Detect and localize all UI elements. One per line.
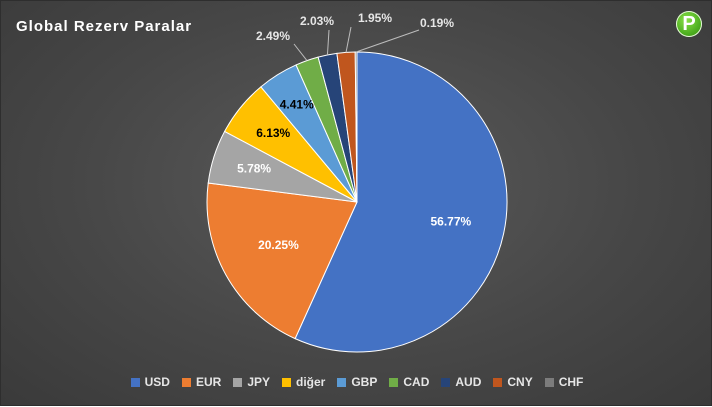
leader-line-cad — [293, 43, 308, 61]
legend-swatch — [493, 377, 503, 387]
leader-line-chf — [355, 29, 420, 53]
legend-label: diğer — [296, 375, 326, 389]
data-label-cad: 2.49% — [256, 29, 290, 43]
legend-swatch — [544, 377, 554, 387]
legend-item-gbp: GBP — [337, 375, 377, 389]
legend-item-diğer: diğer — [282, 375, 325, 389]
legend: USD EUR JPY diğer GBP CAD AUD CNY CHF — [1, 375, 712, 389]
legend-item-eur: EUR — [181, 375, 222, 389]
legend-swatch — [130, 377, 140, 387]
data-label-gbp: 4.41% — [280, 97, 314, 111]
legend-item-usd: USD — [130, 375, 170, 389]
legend-item-cny: CNY — [493, 375, 533, 389]
chart-title: Global Rezerv Paralar — [16, 18, 193, 35]
legend-item-chf: CHF — [544, 375, 584, 389]
data-label-diğer: 6.13% — [256, 126, 290, 140]
data-label-aud: 2.03% — [300, 14, 334, 28]
data-label-chf: 0.19% — [420, 16, 454, 30]
legend-label: USD — [144, 375, 170, 389]
legend-item-cad: CAD — [389, 375, 429, 389]
legend-swatch — [389, 377, 399, 387]
legend-label: CAD — [403, 375, 430, 389]
pie-slice-eur — [206, 182, 358, 340]
legend-label: CHF — [558, 375, 584, 389]
legend-swatch — [441, 377, 451, 387]
legend-item-aud: AUD — [441, 375, 481, 389]
legend-swatch — [233, 377, 243, 387]
legend-swatch — [282, 377, 291, 387]
legend-label: JPY — [247, 375, 270, 389]
legend-label: AUD — [455, 375, 482, 389]
data-label-cny: 1.95% — [358, 11, 392, 25]
legend-label: CNY — [507, 375, 533, 389]
pie-slice-usd — [294, 51, 508, 353]
leader-line-aud — [326, 29, 330, 55]
legend-item-jpy: JPY — [233, 375, 270, 389]
legend-swatch — [181, 377, 191, 387]
legend-swatch — [337, 377, 347, 387]
legend-label: GBP — [351, 375, 378, 389]
leader-line-cny — [345, 26, 352, 53]
logo-badge: P — [676, 11, 702, 37]
data-label-usd: 56.77% — [430, 214, 471, 228]
data-label-eur: 20.25% — [258, 238, 299, 252]
data-label-jpy: 5.78% — [237, 161, 271, 175]
legend-label: EUR — [195, 375, 222, 389]
